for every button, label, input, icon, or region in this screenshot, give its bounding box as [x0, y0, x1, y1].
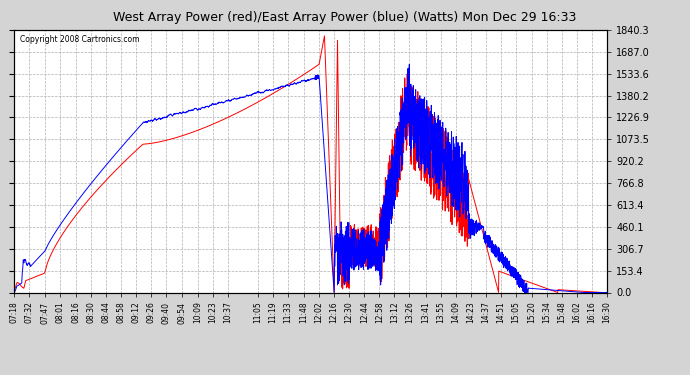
Text: Copyright 2008 Cartronics.com: Copyright 2008 Cartronics.com: [20, 35, 139, 44]
Text: West Array Power (red)/East Array Power (blue) (Watts) Mon Dec 29 16:33: West Array Power (red)/East Array Power …: [113, 11, 577, 24]
